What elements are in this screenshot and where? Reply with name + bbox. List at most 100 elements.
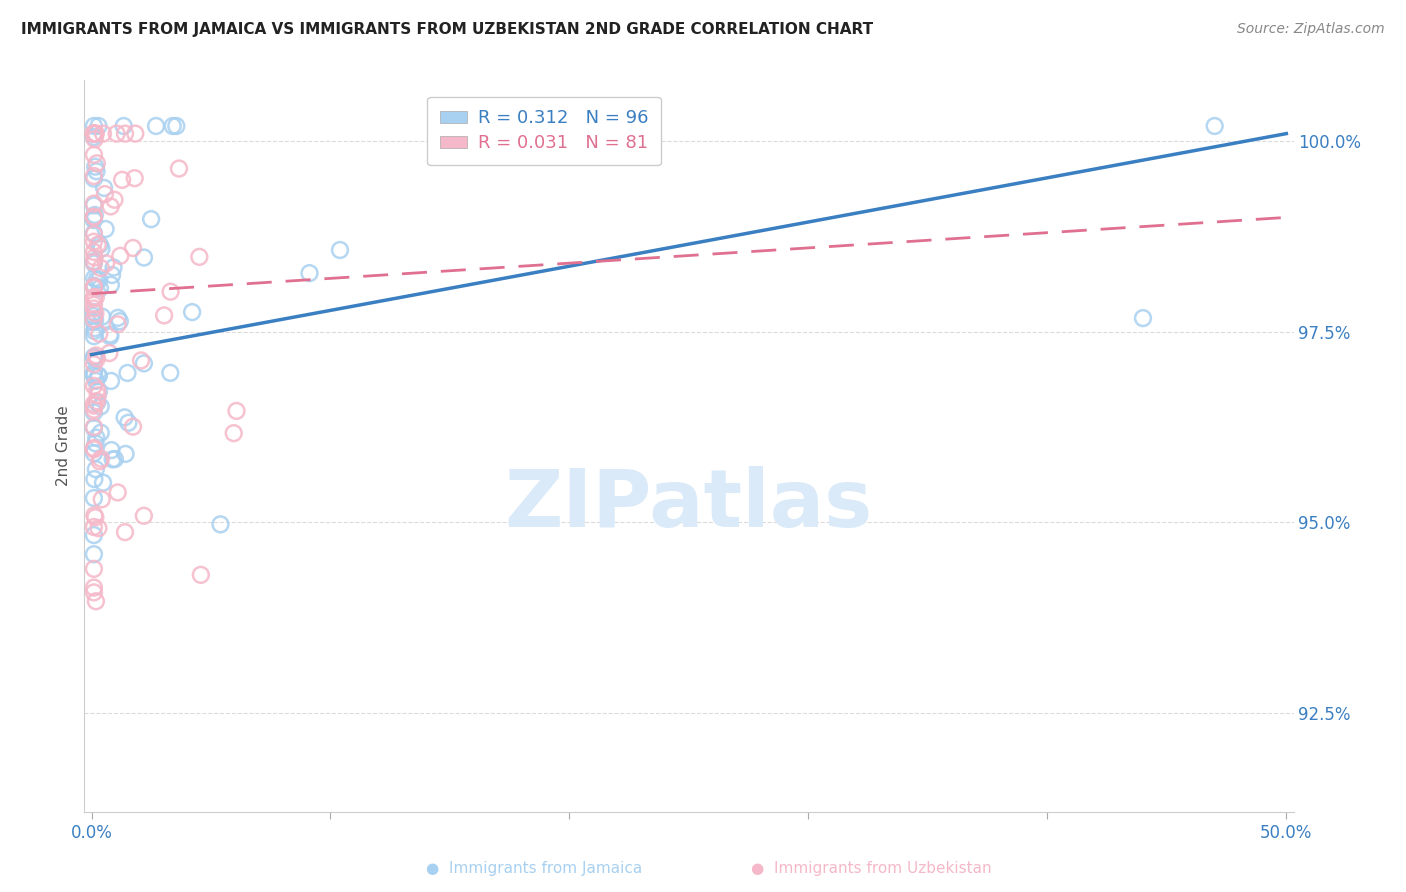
Point: [83, 292, 105, 306]
Point: [108, 314, 131, 328]
Point: [87, 521, 110, 535]
Point: [209, 517, 232, 532]
Point: [89, 454, 111, 468]
Point: [114, 127, 136, 141]
Point: [83, 210, 105, 224]
Point: [167, 161, 190, 176]
Point: [83, 350, 105, 364]
Point: [86, 273, 108, 287]
Point: [83, 379, 105, 393]
Point: [87, 384, 110, 399]
Point: [159, 285, 181, 299]
Point: [90, 242, 112, 256]
Point: [112, 119, 135, 133]
Point: [107, 310, 129, 325]
Point: [83, 520, 105, 534]
Point: [89, 281, 111, 295]
Point: [84, 348, 107, 362]
Point: [83, 271, 105, 285]
Point: [298, 266, 321, 280]
Point: [94, 256, 117, 270]
Point: [98, 327, 121, 342]
Point: [83, 581, 105, 595]
Point: [124, 127, 146, 141]
Point: [132, 508, 155, 523]
Point: [129, 353, 152, 368]
Point: [105, 127, 128, 141]
Point: [181, 305, 204, 319]
Point: [83, 357, 105, 371]
Point: [83, 351, 105, 365]
Point: [100, 443, 122, 458]
Point: [84, 313, 107, 327]
Point: [153, 309, 176, 323]
Point: [162, 119, 184, 133]
Point: [83, 420, 105, 434]
Point: [83, 251, 105, 265]
Point: [98, 346, 121, 360]
Point: [84, 160, 107, 174]
Point: [84, 510, 107, 524]
Point: [84, 290, 107, 304]
Point: [89, 273, 111, 287]
Point: [83, 210, 105, 224]
Point: [83, 171, 105, 186]
Point: [107, 318, 129, 332]
Point: [86, 395, 108, 409]
Point: [94, 187, 117, 202]
Point: [93, 181, 115, 195]
Point: [83, 213, 105, 227]
Point: [165, 119, 187, 133]
Point: [83, 324, 105, 338]
Point: [83, 255, 105, 269]
Point: [83, 368, 105, 382]
Point: [86, 383, 108, 397]
Point: [94, 222, 117, 236]
Point: [83, 256, 105, 270]
Point: [87, 368, 110, 383]
Point: [83, 547, 105, 561]
Point: [90, 451, 112, 466]
Point: [114, 525, 136, 540]
Point: [83, 421, 105, 435]
Point: [132, 251, 155, 265]
Point: [83, 528, 105, 542]
Point: [83, 508, 105, 523]
Point: [83, 329, 105, 343]
Point: [139, 212, 162, 227]
Point: [100, 199, 122, 213]
Point: [83, 226, 105, 240]
Point: [110, 249, 132, 263]
Text: IMMIGRANTS FROM JAMAICA VS IMMIGRANTS FROM UZBEKISTAN 2ND GRADE CORRELATION CHAR: IMMIGRANTS FROM JAMAICA VS IMMIGRANTS FR…: [21, 22, 873, 37]
Point: [83, 315, 105, 329]
Point: [83, 196, 105, 211]
Point: [83, 368, 105, 383]
Point: [83, 244, 105, 259]
Point: [145, 119, 167, 133]
Point: [83, 298, 105, 312]
Point: [111, 173, 134, 187]
Point: [84, 462, 107, 476]
Point: [83, 301, 105, 316]
Point: [89, 326, 111, 341]
Text: ZIPatlas: ZIPatlas: [505, 466, 873, 543]
Point: [83, 169, 105, 183]
Point: [132, 356, 155, 370]
Text: Source: ZipAtlas.com: Source: ZipAtlas.com: [1237, 22, 1385, 37]
Point: [83, 130, 105, 145]
Text: ●  Immigrants from Jamaica: ● Immigrants from Jamaica: [426, 861, 643, 876]
Point: [83, 127, 105, 141]
Point: [83, 402, 105, 417]
Point: [124, 171, 146, 186]
Point: [107, 485, 129, 500]
Point: [84, 431, 107, 445]
Point: [91, 127, 114, 141]
Point: [117, 366, 139, 380]
Text: ●  Immigrants from Uzbekistan: ● Immigrants from Uzbekistan: [751, 861, 993, 876]
Point: [83, 399, 105, 413]
Point: [90, 260, 112, 275]
Point: [114, 410, 136, 425]
Point: [122, 241, 145, 255]
Point: [83, 281, 105, 295]
Point: [83, 279, 105, 293]
